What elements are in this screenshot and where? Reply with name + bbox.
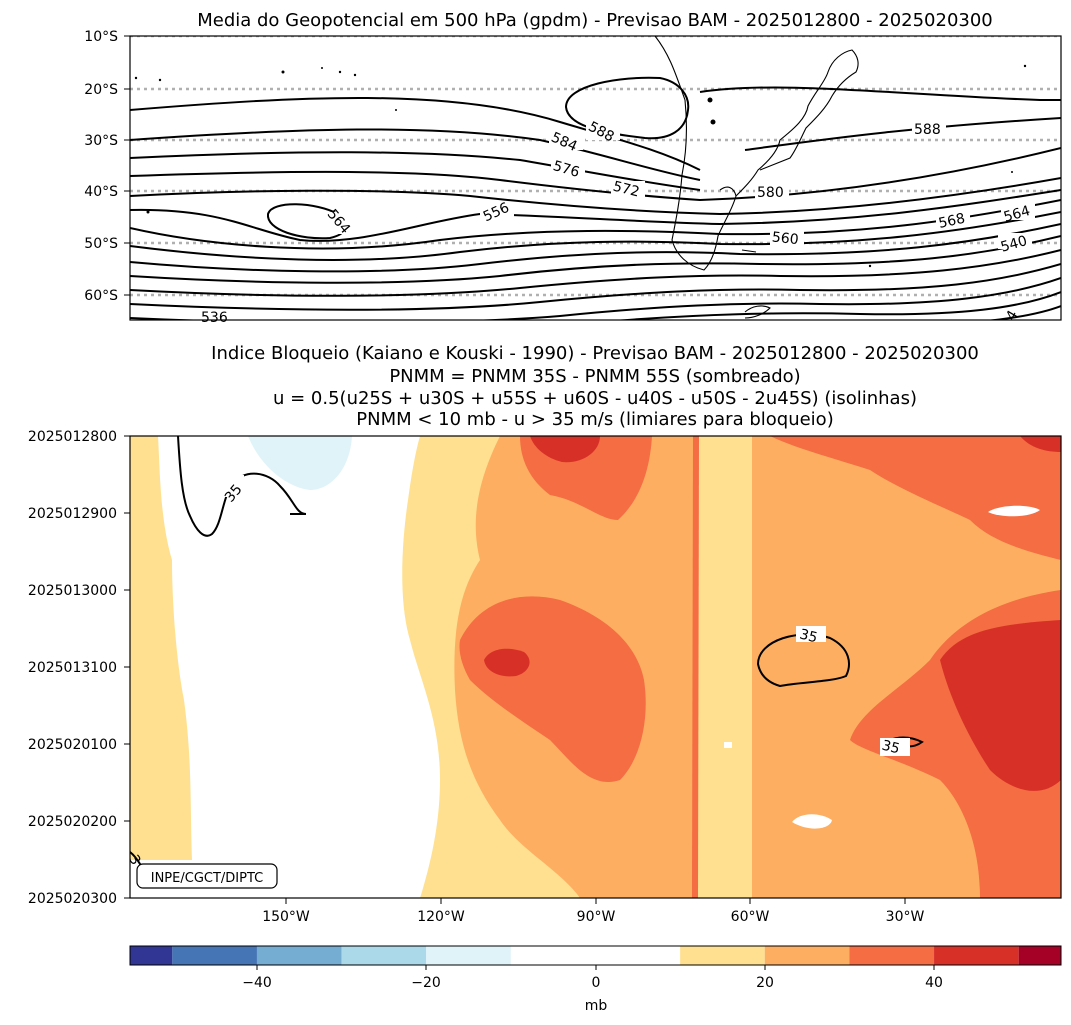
colorbar-cell xyxy=(172,946,257,965)
credit-box: INPE/CGCT/DIPTC xyxy=(136,863,278,889)
u-contour-label: 35 xyxy=(880,738,901,758)
lat-tick-label: 50°S xyxy=(84,236,118,252)
panel2-y-tick-marks xyxy=(124,435,130,899)
red-core-center xyxy=(484,648,530,677)
white-hole xyxy=(792,814,832,829)
red-core-east xyxy=(940,620,1061,791)
islands xyxy=(134,64,1027,268)
colorbar-tick-label: 40 xyxy=(925,975,943,991)
coastlines xyxy=(654,36,859,319)
colorbar-cell xyxy=(510,946,596,965)
time-tick-label: 2025012900 xyxy=(28,506,117,522)
colorbar-cell xyxy=(426,946,511,965)
panel1-y-tick-labels: 10°S 20°S 30°S 40°S 50°S 60°S xyxy=(84,29,118,304)
colorbar xyxy=(130,946,1061,965)
time-tick-label: 2025020300 xyxy=(28,891,117,907)
lon-tick-label: 60°W xyxy=(731,909,770,925)
lon-tick-label: 30°W xyxy=(886,909,925,925)
colorbar-cell xyxy=(934,946,1019,965)
colorbar-tick-label: −40 xyxy=(242,975,272,991)
negative-region xyxy=(248,436,352,490)
yellow-region-west xyxy=(130,436,192,860)
orange-streak xyxy=(692,436,699,898)
yellow-strip xyxy=(698,436,752,898)
white-hole xyxy=(724,742,732,748)
panel1-frame xyxy=(129,35,1062,321)
colorbar-tick-marks xyxy=(256,965,935,970)
panel2-title-line: Indice Bloqueio (Kaiano e Kouski - 1990)… xyxy=(211,343,979,364)
panel2-x-tick-labels: 150°W 120°W 90°W 60°W 30°W xyxy=(262,909,924,925)
lat-tick-label: 10°S xyxy=(84,29,118,45)
colorbar-tick-labels: −40 −20 0 20 40 xyxy=(242,975,943,991)
panel1-y-tick-marks xyxy=(124,35,130,296)
colorbar-tick-label: 20 xyxy=(756,975,774,991)
colorbar-tick-label: 0 xyxy=(592,975,601,991)
geopotential-map xyxy=(130,36,1061,320)
lat-tick-label: 30°S xyxy=(84,133,118,149)
contour-label: 580 xyxy=(757,185,784,201)
colorbar-tick-label: −20 xyxy=(411,975,441,991)
lat-tick-label: 40°S xyxy=(84,184,118,200)
red-core-northeast xyxy=(1020,436,1061,452)
colorbar-cell xyxy=(680,946,765,965)
time-tick-label: 2025012800 xyxy=(28,429,117,445)
blocking-index-heatmap xyxy=(130,436,1061,898)
u-contour-label-backgrounds xyxy=(220,475,910,756)
lat-tick-label: 20°S xyxy=(84,82,118,98)
red-core-north xyxy=(530,436,600,463)
colorbar-cell xyxy=(256,946,342,965)
contour-label-backgrounds xyxy=(198,120,1035,320)
orange-region xyxy=(454,436,1061,898)
panel2-title-line: u = 0.5(u25S + u30S + u55S + u60S - u40S… xyxy=(273,388,917,409)
contour-label: 564 xyxy=(1002,203,1032,226)
contour-label: 540 xyxy=(999,233,1029,256)
panel2-title-line: PNMM = PNMM 35S - PNMM 55S (sombreado) xyxy=(389,366,800,387)
lat-tick-label: 60°S xyxy=(84,288,118,304)
panel2-x-tick-marks xyxy=(285,898,906,904)
lon-tick-label: 120°W xyxy=(417,909,465,925)
colorbar-cell xyxy=(1018,946,1061,965)
time-tick-label: 2025020100 xyxy=(28,737,117,753)
panel2-title-line: PNMM < 10 mb - u > 35 m/s (limiares para… xyxy=(356,409,833,430)
u-contour-label: 35 xyxy=(798,627,819,647)
white-hole xyxy=(988,505,1040,517)
colorbar-cell xyxy=(595,946,681,965)
colorbar-cell xyxy=(849,946,935,965)
time-tick-label: 2025020200 xyxy=(28,814,117,830)
contour-label: 572 xyxy=(611,179,641,201)
dark-orange-region-center xyxy=(459,596,646,782)
time-tick-label: 2025013000 xyxy=(28,583,117,599)
credit-text: INPE/CGCT/DIPTC xyxy=(151,871,263,886)
dark-orange-region-east xyxy=(770,436,1061,898)
contour-label: 536 xyxy=(201,310,228,326)
panel2-y-tick-labels: 2025012800 2025012900 2025013000 2025013… xyxy=(28,429,117,907)
lon-tick-label: 90°W xyxy=(577,909,616,925)
panel1-title: Media do Geopotencial em 500 hPa (gpdm) … xyxy=(197,10,993,31)
panel2-title: Indice Bloqueio (Kaiano e Kouski - 1990)… xyxy=(211,343,979,430)
contour-label: 560 xyxy=(771,229,799,248)
contour-label: 576 xyxy=(551,158,581,181)
contour-label: 588 xyxy=(914,122,941,138)
colorbar-cell xyxy=(130,946,173,965)
lon-tick-label: 150°W xyxy=(262,909,310,925)
colorbar-cell xyxy=(764,946,850,965)
contour-label: 568 xyxy=(937,211,966,232)
colorbar-label: mb xyxy=(585,998,608,1014)
time-tick-label: 2025013100 xyxy=(28,660,117,676)
colorbar-cell xyxy=(341,946,427,965)
